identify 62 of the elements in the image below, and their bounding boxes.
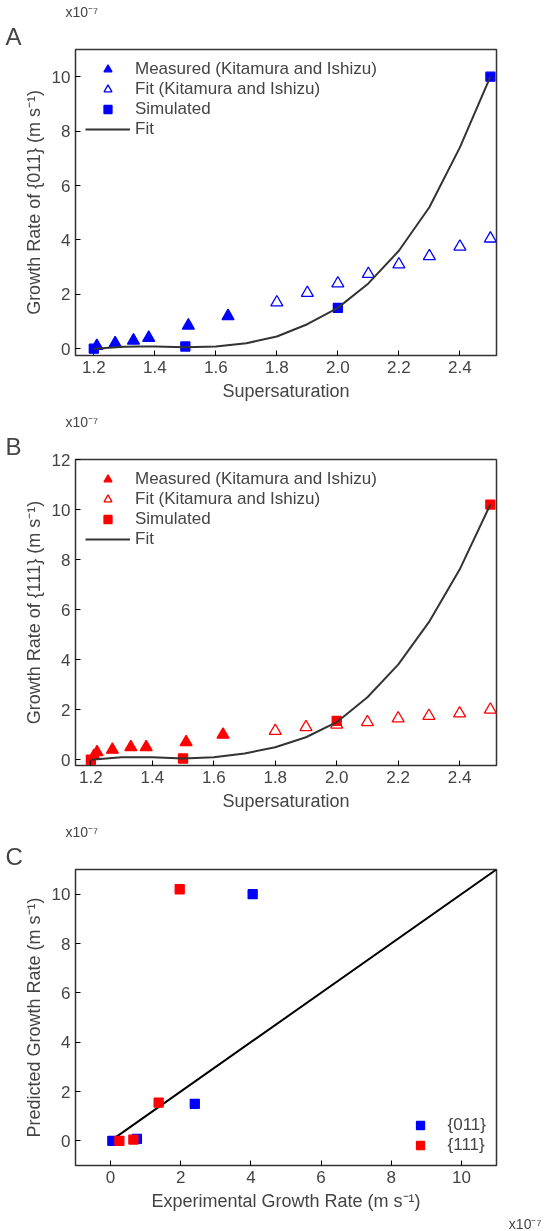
x-tick-label: 2.4 — [448, 357, 472, 377]
y-tick-label: 4 — [61, 1033, 71, 1053]
x-tick-label: 6 — [316, 1167, 326, 1187]
y-tick-label: 6 — [61, 600, 71, 620]
legend-label: Fit (Kitamura and Ishizu) — [135, 79, 321, 99]
text: C — [5, 842, 23, 870]
y-tick-label: 2 — [61, 700, 71, 720]
x-tick-label: 1.8 — [263, 767, 288, 787]
legend-label: Simulated — [135, 99, 211, 119]
x-tick-label: 1.2 — [81, 357, 106, 377]
x-tick-label: 1.6 — [204, 357, 228, 377]
x-tick-label: 1.8 — [265, 357, 289, 377]
x-tick-label: 0 — [105, 1167, 116, 1187]
legend-label: Fit — [135, 529, 155, 549]
y-tick-label: 6 — [61, 176, 71, 196]
legend-label: Fit — [135, 119, 155, 139]
legend-label: Simulated — [135, 509, 211, 529]
y-tick-label: 0 — [61, 1131, 71, 1151]
y-tick-label: 4 — [61, 650, 71, 670]
y-tick-label: 10 — [51, 885, 71, 905]
x-tick-label: 4 — [246, 1167, 256, 1187]
x-tick-label: 1.6 — [201, 767, 226, 787]
x-tick-label: 1.2 — [79, 767, 103, 787]
y-tick-label: 12 — [51, 450, 71, 470]
legend-label: Measured (Kitamura and Ishizu) — [135, 59, 377, 79]
x-axis-title: Supersaturation — [222, 790, 350, 811]
x-tick-label: 1.4 — [143, 357, 167, 377]
y-tick-label: 0 — [61, 339, 71, 359]
y-tick-label: 10 — [51, 67, 71, 87]
x-tick-label: 10 — [451, 1167, 471, 1187]
text: x10⁻⁷ — [65, 413, 99, 430]
text: x10⁻⁷ — [65, 823, 99, 840]
y-tick-label: 2 — [61, 285, 71, 305]
x-tick-label: 2.0 — [326, 357, 350, 377]
y-tick-label: 4 — [61, 230, 71, 250]
text: x10⁻⁷ — [65, 3, 99, 20]
y-tick-label: 2 — [61, 1082, 71, 1102]
x-axis-title: Experimental Growth Rate (m s⁻¹) — [151, 1190, 421, 1211]
x-tick-label: 1.4 — [140, 767, 165, 787]
y-tick-label: 8 — [61, 550, 71, 570]
y-tick-label: 10 — [51, 500, 71, 520]
x-tick-label: 2.0 — [324, 767, 349, 787]
legend-label: {111} — [447, 1135, 485, 1155]
x-tick-label: 2.2 — [387, 357, 411, 377]
y-axis-title: Growth Rate of {011} (m s⁻¹) — [23, 90, 44, 315]
x-tick-label: 2.4 — [447, 767, 472, 787]
text: B — [5, 432, 22, 460]
text: x10⁻⁷ — [508, 1215, 542, 1231]
x-tick-label: 2.2 — [386, 767, 410, 787]
text: A — [5, 22, 22, 50]
y-tick-label: 6 — [61, 983, 71, 1003]
y-tick-label: 8 — [61, 934, 71, 954]
y-axis-title: Predicted Growth Rate (m s⁻¹) — [23, 897, 44, 1138]
y-axis-title: Growth Rate of {111} (m s⁻¹) — [23, 500, 44, 725]
x-tick-label: 8 — [386, 1167, 396, 1187]
legend-label: Measured (Kitamura and Ishizu) — [135, 469, 377, 489]
x-tick-label: 2 — [176, 1167, 186, 1187]
legend-label: {011} — [447, 1115, 486, 1135]
y-tick-label: 8 — [61, 122, 71, 142]
x-axis-title: Supersaturation — [222, 380, 350, 401]
legend-label: Fit (Kitamura and Ishizu) — [135, 489, 321, 509]
y-tick-label: 0 — [61, 750, 71, 770]
